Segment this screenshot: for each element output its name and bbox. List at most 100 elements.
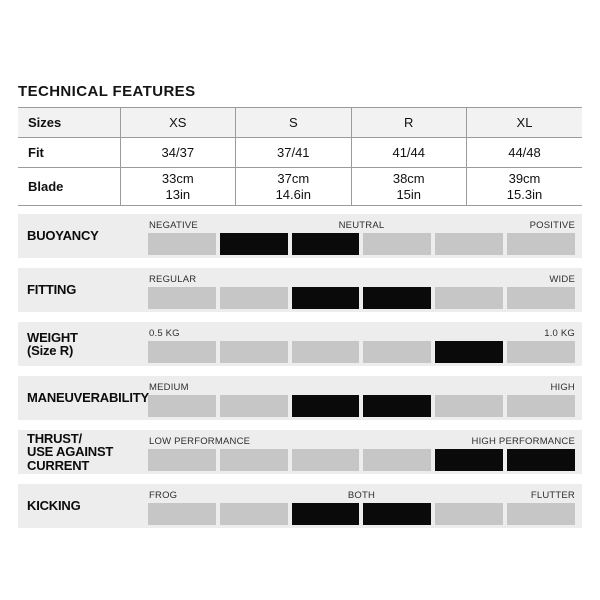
- segment: [435, 233, 504, 255]
- scale-label-left: 0.5 KG: [149, 328, 180, 339]
- segment: [219, 233, 288, 255]
- table-row-fit: Fit 34/37 37/41 41/44 44/48: [18, 137, 582, 168]
- rating-label-line: USE AGAINST: [27, 444, 114, 460]
- segment: [507, 503, 575, 525]
- table-header-r: R: [351, 107, 467, 138]
- segment: [219, 287, 288, 309]
- rating-bar-weight: 0.5 KG 1.0 KG: [148, 322, 582, 366]
- scale-label-center: BOTH: [347, 490, 376, 501]
- rating-label-line: CURRENT: [27, 457, 90, 473]
- technical-features-panel: TECHNICAL FEATURES Sizes XS S R XL Fit 3…: [18, 83, 582, 528]
- table-row-blade: Blade 33cm 13in 37cm 14.6in 38cm 15in 39…: [18, 167, 582, 206]
- blade-value-r: 38cm 15in: [351, 167, 467, 206]
- table-header-xl: XL: [466, 107, 582, 138]
- fit-value-xs: 34/37: [120, 137, 237, 168]
- rating-bar-kicking: FROG BOTH FLUTTER: [148, 484, 582, 528]
- blade-s-in: 14.6in: [275, 186, 311, 202]
- blade-s-cm: 37cm: [277, 170, 310, 186]
- segment: [291, 503, 360, 525]
- segment: [363, 503, 432, 525]
- segment: [363, 233, 432, 255]
- rating-segments: [148, 233, 575, 255]
- segment: [219, 341, 288, 363]
- scale-labels: 0.5 KG 1.0 KG: [148, 327, 575, 340]
- segment: [507, 341, 575, 363]
- scale-label-right: 1.0 KG: [544, 328, 575, 339]
- segment: [435, 395, 504, 417]
- scale-labels: FROG BOTH FLUTTER: [148, 489, 575, 502]
- segment: [219, 503, 288, 525]
- rating-label-thrust: THRUST/ USE AGAINST CURRENT: [18, 430, 148, 474]
- rating-bar-thrust: LOW PERFORMANCE HIGH PERFORMANCE: [148, 430, 582, 474]
- blade-value-xl: 39cm 15.3in: [466, 167, 582, 206]
- fit-value-r: 41/44: [351, 137, 467, 168]
- rating-bar-fitting: REGULAR WIDE: [148, 268, 582, 312]
- rating-row-weight: WEIGHT (Size R) 0.5 KG 1.0 KG: [18, 322, 582, 366]
- segment: [435, 287, 504, 309]
- scale-label-left: REGULAR: [149, 274, 197, 285]
- rating-label-line: KICKING: [27, 498, 81, 514]
- scale-label-right: WIDE: [549, 274, 575, 285]
- segment: [148, 233, 216, 255]
- blade-r-cm: 38cm: [392, 170, 425, 186]
- rating-segments: [148, 287, 575, 309]
- blade-value-s: 37cm 14.6in: [235, 167, 352, 206]
- rating-segments: [148, 341, 575, 363]
- rating-label-line: WEIGHT: [27, 329, 78, 345]
- table-header-s: S: [235, 107, 352, 138]
- scale-labels: MEDIUM HIGH: [148, 381, 575, 394]
- segment: [291, 395, 360, 417]
- rating-label-line: BUOYANCY: [27, 228, 99, 244]
- segment: [363, 341, 432, 363]
- rating-row-thrust: THRUST/ USE AGAINST CURRENT LOW PERFORMA…: [18, 430, 582, 474]
- blade-xs-cm: 33cm: [161, 170, 194, 186]
- segment: [507, 449, 575, 471]
- segment: [291, 449, 360, 471]
- scale-label-right: HIGH: [550, 382, 575, 393]
- rating-label-line: (Size R): [27, 343, 74, 358]
- segment: [148, 395, 216, 417]
- rating-label-line: THRUST/: [27, 430, 82, 446]
- scale-labels: REGULAR WIDE: [148, 273, 575, 286]
- rating-label-weight: WEIGHT (Size R): [18, 322, 148, 366]
- segment: [507, 395, 575, 417]
- segment: [291, 287, 360, 309]
- table-header-row: Sizes XS S R XL: [18, 107, 582, 138]
- page-title: TECHNICAL FEATURES: [18, 83, 196, 100]
- fit-value-s: 37/41: [235, 137, 352, 168]
- rating-label-line: FITTING: [27, 282, 77, 298]
- rating-row-maneuverability: MANEUVERABILITY MEDIUM HIGH: [18, 376, 582, 420]
- row-label-blade: Blade: [18, 167, 121, 206]
- scale-label-left: FROG: [149, 490, 178, 501]
- blade-xl-cm: 39cm: [508, 170, 541, 186]
- segment: [435, 449, 504, 471]
- segment: [507, 287, 575, 309]
- segment: [363, 287, 432, 309]
- fit-value-xl: 44/48: [466, 137, 582, 168]
- rating-label-kicking: KICKING: [18, 484, 148, 528]
- scale-labels: LOW PERFORMANCE HIGH PERFORMANCE: [148, 435, 575, 448]
- segment: [148, 287, 216, 309]
- rating-label-buoyancy: BUOYANCY: [18, 214, 148, 258]
- rating-segments: [148, 503, 575, 525]
- rating-row-fitting: FITTING REGULAR WIDE: [18, 268, 582, 312]
- scale-label-left: NEGATIVE: [149, 220, 198, 231]
- row-label-fit: Fit: [18, 137, 121, 168]
- rating-row-kicking: KICKING FROG BOTH FLUTTER: [18, 484, 582, 528]
- rating-label-fitting: FITTING: [18, 268, 148, 312]
- segment: [148, 449, 216, 471]
- scale-label-right: POSITIVE: [529, 220, 575, 231]
- table-header-sizes: Sizes: [18, 107, 121, 138]
- segment: [219, 449, 288, 471]
- rating-label-maneuverability: MANEUVERABILITY: [18, 376, 149, 420]
- rating-segments: [148, 395, 575, 417]
- table-header-xs: XS: [120, 107, 237, 138]
- segment: [148, 503, 216, 525]
- scale-label-right: FLUTTER: [530, 490, 575, 501]
- scale-label-right: HIGH PERFORMANCE: [471, 436, 575, 447]
- rating-bar-buoyancy: NEGATIVE NEUTRAL POSITIVE: [148, 214, 582, 258]
- rating-row-buoyancy: BUOYANCY NEGATIVE NEUTRAL POSITIVE: [18, 214, 582, 258]
- blade-xl-in: 15.3in: [506, 186, 543, 202]
- segment: [291, 341, 360, 363]
- segment: [291, 233, 360, 255]
